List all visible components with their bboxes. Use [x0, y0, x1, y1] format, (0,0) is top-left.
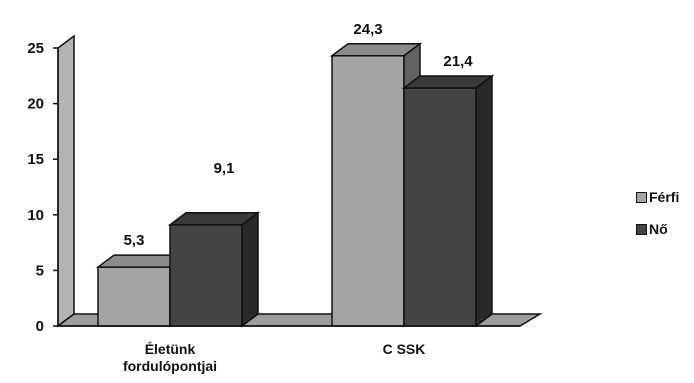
legend: Férfi Nő [636, 188, 679, 252]
y-tick-label: 20 [27, 96, 44, 113]
x-category-line: C SSK [383, 341, 426, 357]
legend-label-ferfi: Férfi [649, 189, 680, 205]
bar-front [97, 266, 171, 327]
data-label: 9,1 [214, 160, 235, 177]
bar-front [169, 224, 243, 327]
y-tick-label: 10 [27, 207, 44, 224]
x-category-label: Életünk fordulópontjai [123, 341, 217, 374]
bar-side [475, 74, 493, 328]
x-category-line: Életünk [145, 341, 196, 357]
axes: 0 5 10 15 20 25 Életünk fordulópontjai C SSK [27, 40, 520, 374]
y-tick-label: 15 [27, 151, 44, 168]
legend-label-no: Nő [649, 221, 668, 237]
x-category-line: fordulópontjai [123, 358, 217, 374]
legend-item-no: Nő [636, 220, 679, 238]
bar-side [241, 211, 259, 328]
left-wall [57, 34, 75, 328]
x-category-label: C SSK [383, 341, 426, 357]
y-tick-label: 25 [27, 40, 44, 57]
data-labels: 5,3 9,1 24,3 21,4 [124, 21, 474, 249]
data-label: 5,3 [124, 232, 145, 249]
bar-front [331, 55, 405, 327]
data-label: 21,4 [443, 53, 473, 70]
bars [95, 42, 495, 328]
bar-front [403, 87, 477, 327]
bar-no-0 [167, 211, 261, 328]
y-tick-label: 0 [36, 318, 44, 335]
legend-item-ferfi: Férfi [636, 188, 679, 206]
data-label: 24,3 [353, 21, 382, 38]
bar-no-1 [401, 74, 495, 328]
y-tick-label: 5 [36, 262, 44, 279]
legend-swatch-ferfi [636, 191, 647, 203]
legend-swatch-no [636, 223, 647, 235]
